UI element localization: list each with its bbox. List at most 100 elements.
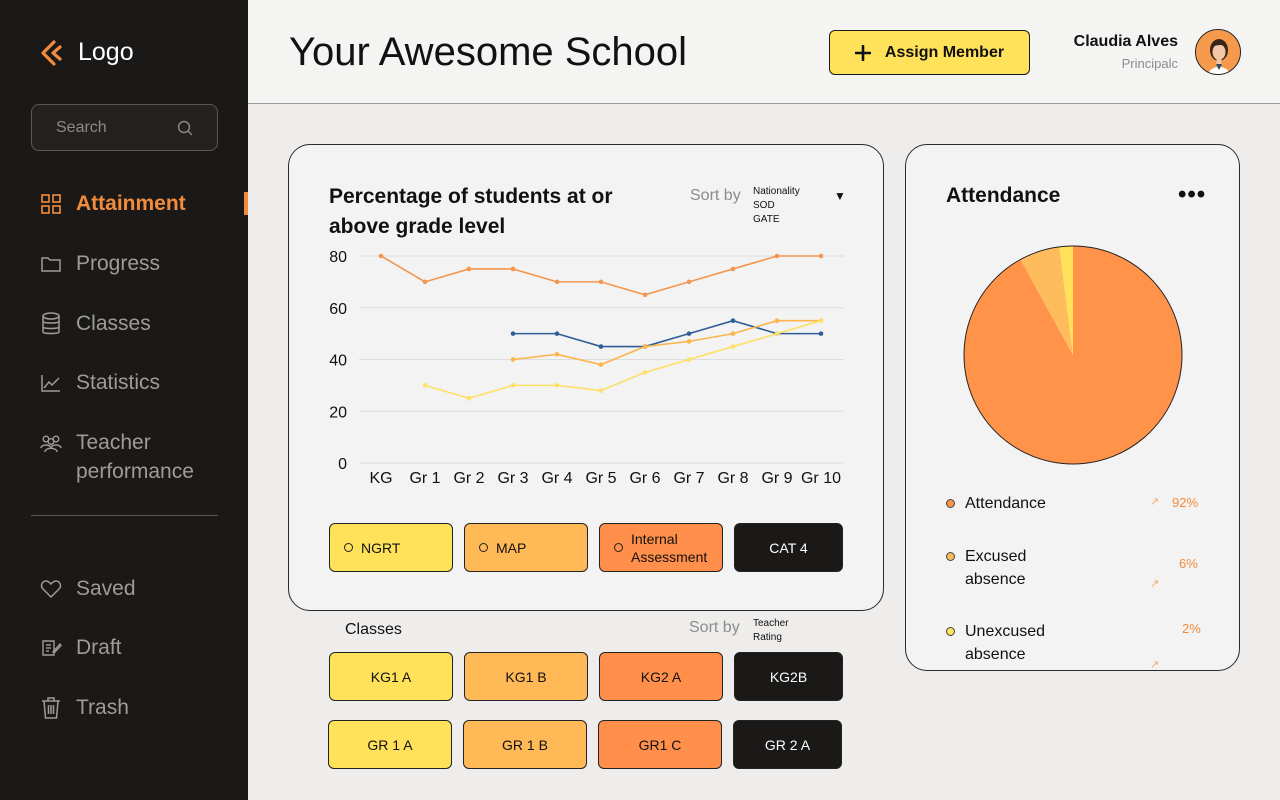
excused-percent: 6% [1179, 556, 1198, 571]
data-point [598, 279, 604, 285]
legend-dot [946, 627, 955, 636]
data-point [642, 344, 648, 349]
sidebar-item-trash[interactable]: Trash [40, 693, 129, 722]
legend-dot [614, 543, 623, 552]
trash-icon [40, 693, 62, 722]
legend-internal-assessment-button[interactable]: Internal Assessment [599, 523, 723, 572]
class-gr1b-button[interactable]: GR 1 B [463, 720, 587, 769]
data-point [466, 396, 472, 401]
users-icon [40, 428, 62, 457]
legend-label: NGRT [361, 539, 401, 556]
heart-icon [40, 574, 62, 603]
avatar[interactable] [1195, 29, 1241, 75]
assign-member-label: Assign Member [884, 43, 1005, 61]
data-point [598, 388, 604, 393]
data-point [510, 383, 516, 388]
attendance-card: Attendance ••• Attendance ↗ 92% Excused … [905, 144, 1240, 671]
sidebar-item-label: Draft [76, 636, 122, 659]
data-point [730, 318, 736, 323]
data-point [818, 331, 824, 336]
class-kg1b-button[interactable]: KG1 B [464, 652, 588, 701]
attendance-pie-chart [963, 245, 1183, 465]
y-tick-label: 80 [329, 249, 347, 266]
sidebar-item-statistics[interactable]: Statistics [40, 368, 160, 397]
pie-slice [1020, 246, 1073, 355]
x-tick-label: Gr 3 [497, 470, 528, 487]
y-tick-label: 60 [329, 301, 347, 318]
classes-sort-option[interactable]: Teacher Rating [753, 618, 789, 643]
sidebar-item-label: Statistics [76, 371, 161, 394]
page-title: Your Awesome School [289, 30, 688, 74]
class-gr1c-button[interactable]: GR1 C [598, 720, 722, 769]
series-line [424, 319, 822, 400]
data-point [642, 370, 648, 375]
user-name: Claudia Alves [1073, 33, 1178, 50]
series-line [380, 255, 821, 296]
series-line [512, 319, 821, 366]
caret-down-icon[interactable]: ▼ [834, 189, 846, 203]
y-tick-label: 40 [329, 353, 347, 370]
class-gr1a-button[interactable]: GR 1 A [328, 720, 452, 769]
data-point [510, 331, 516, 336]
class-kg2a-button[interactable]: KG2 A [599, 652, 723, 701]
legend-dot [946, 499, 955, 508]
pie-outline [963, 245, 1183, 465]
data-point [686, 331, 692, 336]
x-tick-label: Gr 5 [585, 470, 616, 487]
pie-slice [1059, 246, 1073, 355]
class-kg2b-button[interactable]: KG2B [734, 652, 843, 701]
logo[interactable]: Logo [40, 38, 134, 67]
grid-icon [40, 189, 62, 218]
logo-text: Logo [78, 38, 134, 66]
x-tick-label: Gr 1 [409, 470, 440, 487]
search-input[interactable]: Search [31, 104, 218, 151]
more-options-icon[interactable]: ••• [1178, 181, 1207, 208]
sidebar-item-classes[interactable]: Classes [40, 309, 151, 338]
sidebar-item-label: Classes [76, 312, 151, 335]
sort-option-nationality[interactable]: Nationality [753, 186, 800, 197]
active-indicator [244, 192, 248, 215]
sidebar-item-draft[interactable]: Draft [40, 633, 122, 662]
data-point [774, 253, 780, 259]
legend-label: Attendance [965, 495, 1046, 512]
assign-member-button[interactable]: Assign Member [829, 30, 1030, 75]
folder-icon [40, 249, 62, 278]
data-point [466, 266, 472, 272]
legend-dot [344, 543, 353, 552]
legend-map-button[interactable]: MAP [464, 523, 588, 572]
sidebar-item-attainment[interactable]: Attainment [40, 189, 186, 218]
data-point [730, 266, 736, 272]
sidebar-item-teacher-performance[interactable]: Teacher performance [40, 428, 220, 486]
data-point [686, 339, 692, 344]
sidebar-item-label: Progress [76, 252, 161, 275]
legend-label: MAP [496, 539, 527, 556]
legend-label: Internal Assessment [631, 530, 708, 565]
data-point [554, 352, 560, 357]
x-tick-label: Gr 8 [717, 470, 748, 487]
sort-options[interactable]: Nationality SOD GATE [753, 185, 800, 227]
data-point [598, 344, 604, 349]
data-point [642, 292, 648, 298]
x-tick-label: Gr 9 [761, 470, 792, 487]
x-tick-label: Gr 6 [629, 470, 660, 487]
search-icon [177, 120, 193, 135]
classes-sort-by-label: Sort by [689, 619, 740, 636]
plus-icon [854, 44, 871, 61]
class-kg1a-button[interactable]: KG1 A [329, 652, 453, 701]
sidebar-item-saved[interactable]: Saved [40, 574, 136, 603]
sort-option-sod[interactable]: SOD [753, 200, 775, 211]
sidebar-item-progress[interactable]: Progress [40, 249, 160, 278]
x-tick-label: Gr 10 [801, 470, 841, 487]
series-line [513, 319, 821, 348]
legend-cat4-button[interactable]: CAT 4 [734, 523, 843, 572]
data-point [554, 279, 560, 285]
legend-label: Unexcused absence [965, 623, 1046, 663]
class-gr2a-button[interactable]: GR 2 A [733, 720, 842, 769]
x-tick-label: KG [369, 470, 392, 487]
data-point [378, 253, 384, 259]
sort-option-gate[interactable]: GATE [753, 214, 780, 225]
y-tick-label: 20 [329, 404, 347, 421]
legend-ngrt-button[interactable]: NGRT [329, 523, 453, 572]
data-point [422, 383, 428, 388]
header: Your Awesome School Assign Member Claudi… [248, 0, 1280, 104]
